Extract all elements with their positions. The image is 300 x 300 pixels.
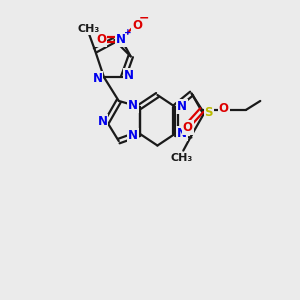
Text: N: N: [92, 72, 102, 85]
Text: N: N: [124, 69, 134, 82]
Text: N: N: [177, 127, 187, 140]
Text: O: O: [183, 121, 193, 134]
Text: O: O: [219, 102, 229, 115]
Text: O: O: [132, 19, 142, 32]
Text: N: N: [177, 100, 187, 113]
Text: N: N: [128, 99, 138, 112]
Text: N: N: [128, 129, 138, 142]
Text: CH₃: CH₃: [171, 153, 193, 163]
Text: N: N: [98, 115, 107, 128]
Text: O: O: [96, 33, 106, 46]
Text: S: S: [205, 106, 213, 119]
Text: N: N: [116, 33, 126, 46]
Text: CH₃: CH₃: [77, 24, 100, 34]
Text: +: +: [124, 28, 131, 37]
Text: −: −: [139, 11, 149, 24]
